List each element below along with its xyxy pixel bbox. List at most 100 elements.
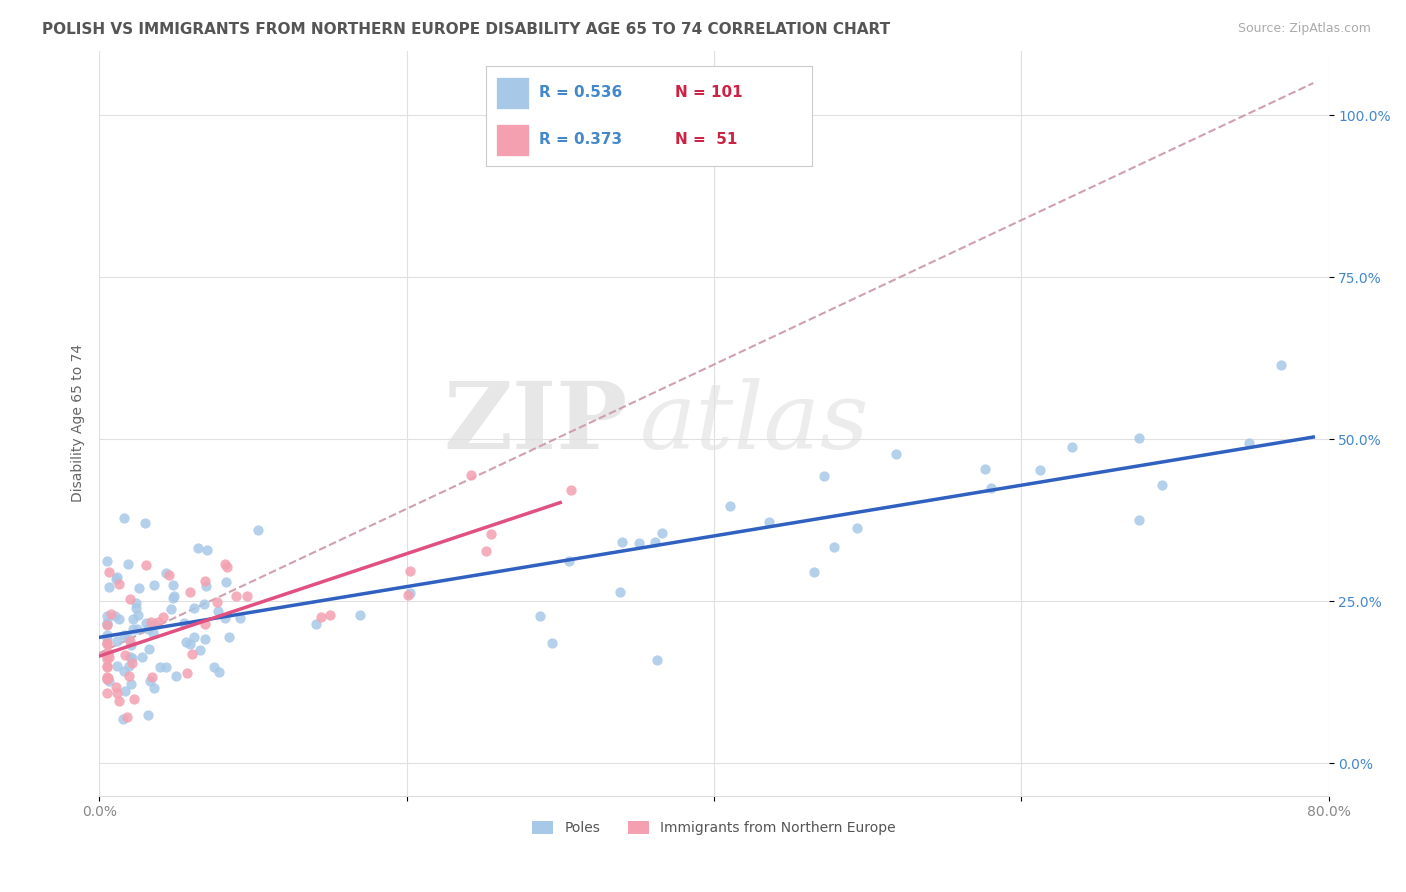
Point — [195, 543, 218, 558]
Point — [143, 577, 166, 591]
Point — [141, 615, 163, 629]
Point — [96, 660, 118, 674]
Point — [96, 649, 118, 664]
Point — [136, 707, 159, 722]
Point — [122, 612, 145, 626]
Point — [118, 669, 141, 683]
Point — [246, 523, 269, 537]
Point — [194, 579, 217, 593]
Point — [187, 541, 209, 555]
Point — [114, 648, 136, 662]
Point — [236, 589, 259, 603]
Point — [97, 580, 120, 594]
Point — [105, 569, 128, 583]
Text: Source: ZipAtlas.com: Source: ZipAtlas.com — [1237, 22, 1371, 36]
Point — [651, 525, 673, 540]
Point — [1128, 513, 1150, 527]
Point — [229, 611, 252, 625]
Point — [149, 660, 172, 674]
Point — [541, 636, 564, 650]
Point — [165, 669, 187, 683]
Point — [125, 596, 148, 610]
Point — [609, 585, 631, 599]
Point — [96, 670, 118, 684]
Point — [1237, 435, 1260, 450]
Point — [107, 576, 129, 591]
Point — [846, 521, 869, 535]
Point — [121, 657, 143, 671]
Point — [97, 565, 120, 579]
Point — [97, 671, 120, 685]
Point — [143, 681, 166, 696]
Point — [1062, 440, 1084, 454]
Point — [214, 558, 236, 572]
Point — [225, 589, 247, 603]
Point — [141, 625, 163, 640]
Point — [122, 622, 145, 636]
Point — [349, 607, 371, 622]
Point — [96, 648, 118, 663]
Point — [162, 591, 184, 606]
Point — [157, 568, 180, 582]
Text: ZIP: ZIP — [443, 378, 628, 468]
Point — [644, 534, 666, 549]
Point — [96, 636, 118, 650]
Point — [136, 622, 159, 636]
Point — [399, 564, 422, 578]
Point — [125, 601, 148, 615]
Point — [117, 631, 139, 645]
Point — [96, 609, 118, 624]
Point — [96, 616, 118, 631]
Point — [96, 616, 118, 631]
Point — [823, 540, 845, 554]
Point — [115, 710, 138, 724]
Point — [1270, 358, 1292, 372]
Point — [128, 581, 150, 595]
Point — [96, 686, 118, 700]
Point — [96, 648, 118, 662]
Point — [214, 575, 236, 590]
Point — [612, 535, 634, 549]
Point — [96, 632, 118, 647]
Point — [194, 574, 217, 588]
Point — [188, 643, 211, 657]
Point — [194, 617, 217, 632]
Point — [112, 712, 135, 726]
Point — [803, 565, 825, 579]
Point — [205, 595, 228, 609]
Point — [627, 536, 650, 550]
Point — [96, 554, 118, 568]
Point — [97, 649, 120, 664]
Point — [146, 615, 169, 629]
Point — [202, 660, 225, 674]
Point — [117, 558, 139, 572]
Point — [96, 628, 118, 642]
Point — [118, 658, 141, 673]
Text: atlas: atlas — [640, 378, 870, 468]
Point — [163, 589, 186, 603]
Point — [141, 670, 163, 684]
Point — [207, 604, 229, 618]
Point — [183, 600, 205, 615]
Point — [118, 650, 141, 665]
Point — [104, 608, 127, 623]
Point — [134, 516, 156, 531]
Point — [131, 650, 153, 665]
Point — [460, 467, 482, 482]
Point — [96, 659, 118, 673]
Point — [305, 617, 328, 632]
Point — [1128, 431, 1150, 445]
Point — [108, 611, 131, 625]
Point — [529, 609, 551, 624]
Point — [162, 578, 184, 592]
Point — [179, 637, 201, 651]
Point — [1150, 478, 1173, 492]
Point — [100, 607, 122, 622]
Point — [179, 584, 201, 599]
Point — [135, 558, 157, 573]
Point — [183, 630, 205, 644]
Point — [97, 673, 120, 688]
Point — [396, 588, 419, 602]
Point — [207, 665, 229, 679]
Point — [96, 672, 118, 686]
